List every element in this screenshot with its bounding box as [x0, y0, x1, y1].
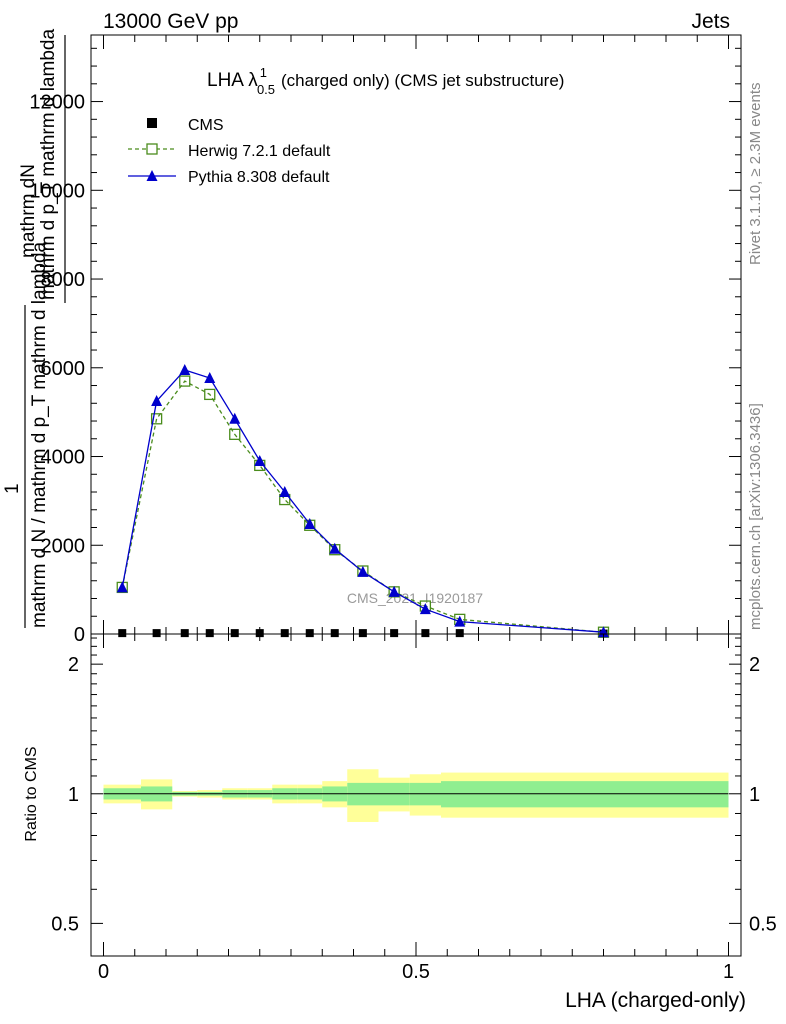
ratio-y-ticks: 0.5 0.5 1 1 2 2: [51, 637, 777, 935]
data-point-2-7: [304, 517, 316, 529]
main-y-tick-label: 6000: [41, 358, 86, 380]
main-y-tick-label: 10000: [29, 180, 85, 202]
plot-title-sup: 1: [260, 65, 267, 80]
data-point-2-2: [179, 363, 191, 375]
ratio-panel: 0.5 0.51 12 2 0 0.5 1 Ratio to CMS LHA (charg…: [23, 633, 777, 1012]
series-line-2: [121, 369, 604, 633]
legend-marker-pythia: [146, 170, 158, 181]
data-point-0-0: [118, 629, 127, 638]
ratio-y-tick-label-right: 2: [749, 654, 760, 676]
data-point-0-9: [358, 629, 367, 638]
ratio-y-tick-label: 2: [68, 654, 79, 676]
main-y-tick-label: 4000: [41, 447, 86, 469]
main-y-ticks: 0 2000 4000 6000 8000 10000 12000: [29, 47, 741, 646]
data-point-1-3: [204, 388, 216, 401]
legend-label-pythia: Pythia 8.308 default: [188, 169, 330, 186]
ratio-y-label: Ratio to CMS: [23, 746, 40, 841]
main-y-label: mathrm dN mathrm d p_T mathrm d lambda 1…: [2, 29, 66, 628]
data-point-2-12: [454, 615, 466, 627]
data-point-0-3: [205, 629, 214, 638]
data-point-2-1: [151, 395, 163, 407]
plot-title-rest: (charged only) (CMS jet substructure): [281, 71, 564, 90]
main-y-tick-label: 0: [74, 624, 85, 646]
data-point-2-11: [419, 603, 431, 615]
data-point-2-0: [116, 581, 128, 593]
legend-marker-herwig: [146, 143, 158, 155]
ratio-x-ticks: 0 0.5 1: [98, 634, 734, 983]
data-point-2-3: [204, 371, 216, 383]
ratio-y-tick-label-right: 0.5: [749, 913, 777, 935]
data-point-2-5: [254, 454, 266, 466]
data-point-0-6: [280, 629, 289, 638]
ratio-y-tick-label: 0.5: [51, 913, 79, 935]
plot-title-main: LHA λ: [207, 70, 258, 91]
main-y-tick-label: 8000: [41, 269, 86, 291]
data-point-0-10: [390, 629, 399, 638]
data-point-0-8: [330, 629, 339, 638]
plot-title-sub: 0.5: [257, 82, 275, 97]
data-point-1-1: [150, 413, 163, 425]
main-y-tick-label: 2000: [41, 535, 86, 557]
data-point-0-11: [421, 629, 430, 638]
main-y-tick-label: 12000: [29, 92, 85, 114]
legend-label-herwig: Herwig 7.2.1 default: [188, 143, 331, 160]
plot-title: LHA λ 1 0.5 (charged only) (CMS jet substru…: [207, 65, 564, 97]
main-panel: 0 2000 4000 6000 8000 10000 12000 CMS_2021_I19…: [2, 29, 742, 646]
data-point-1-2: [179, 375, 191, 387]
data-point-0-7: [305, 629, 314, 638]
data-point-0-4: [230, 629, 239, 638]
data-point-0-12: [455, 629, 464, 638]
x-tick-label: 0.5: [402, 961, 430, 983]
y-label-line-1: mathrm dN: [18, 164, 39, 258]
x-axis-label: LHA (charged-only): [565, 989, 746, 1012]
header-jets: Jets: [691, 10, 730, 33]
data-point-2-4: [229, 412, 241, 424]
legend: CMS Herwig 7.2.1 default Pythia 8.308 de…: [128, 117, 331, 186]
data-point-2-10: [388, 585, 400, 597]
data-point-0-5: [255, 629, 264, 638]
y-label-line-3: 1: [2, 483, 23, 494]
legend-marker-cms: [147, 118, 157, 128]
data-point-1-4: [229, 428, 241, 440]
watermark: CMS_2021_I1920187: [347, 590, 483, 606]
data-point-0-2: [180, 629, 189, 638]
x-tick-label: 0: [98, 961, 109, 983]
main-x-ticks: [103, 35, 729, 634]
header-energy: 13000 GeV pp: [103, 10, 238, 33]
legend-label-cms: CMS: [188, 117, 224, 134]
ratio-y-tick-label-right: 1: [749, 784, 760, 806]
data-point-2-9: [357, 565, 369, 577]
y-label-line-2: mathrm d p_T mathrm d lambda: [38, 29, 59, 300]
mcplots-label: mcplots.cern.ch [arXiv:1306.3436]: [747, 403, 764, 630]
data-point-0-1: [152, 629, 161, 638]
ratio-y-tick-label: 1: [68, 784, 79, 806]
y-label-line-4: mathrm d N / mathrm d p_T mathrm d lambd…: [29, 241, 50, 628]
x-tick-label: 1: [723, 961, 734, 983]
data-point-2-6: [279, 486, 291, 498]
data-point-2-8: [329, 542, 341, 554]
rivet-label: Rivet 3.1.10, ≥ 2.3M events: [747, 83, 764, 266]
ratio-bands: [103, 769, 729, 822]
